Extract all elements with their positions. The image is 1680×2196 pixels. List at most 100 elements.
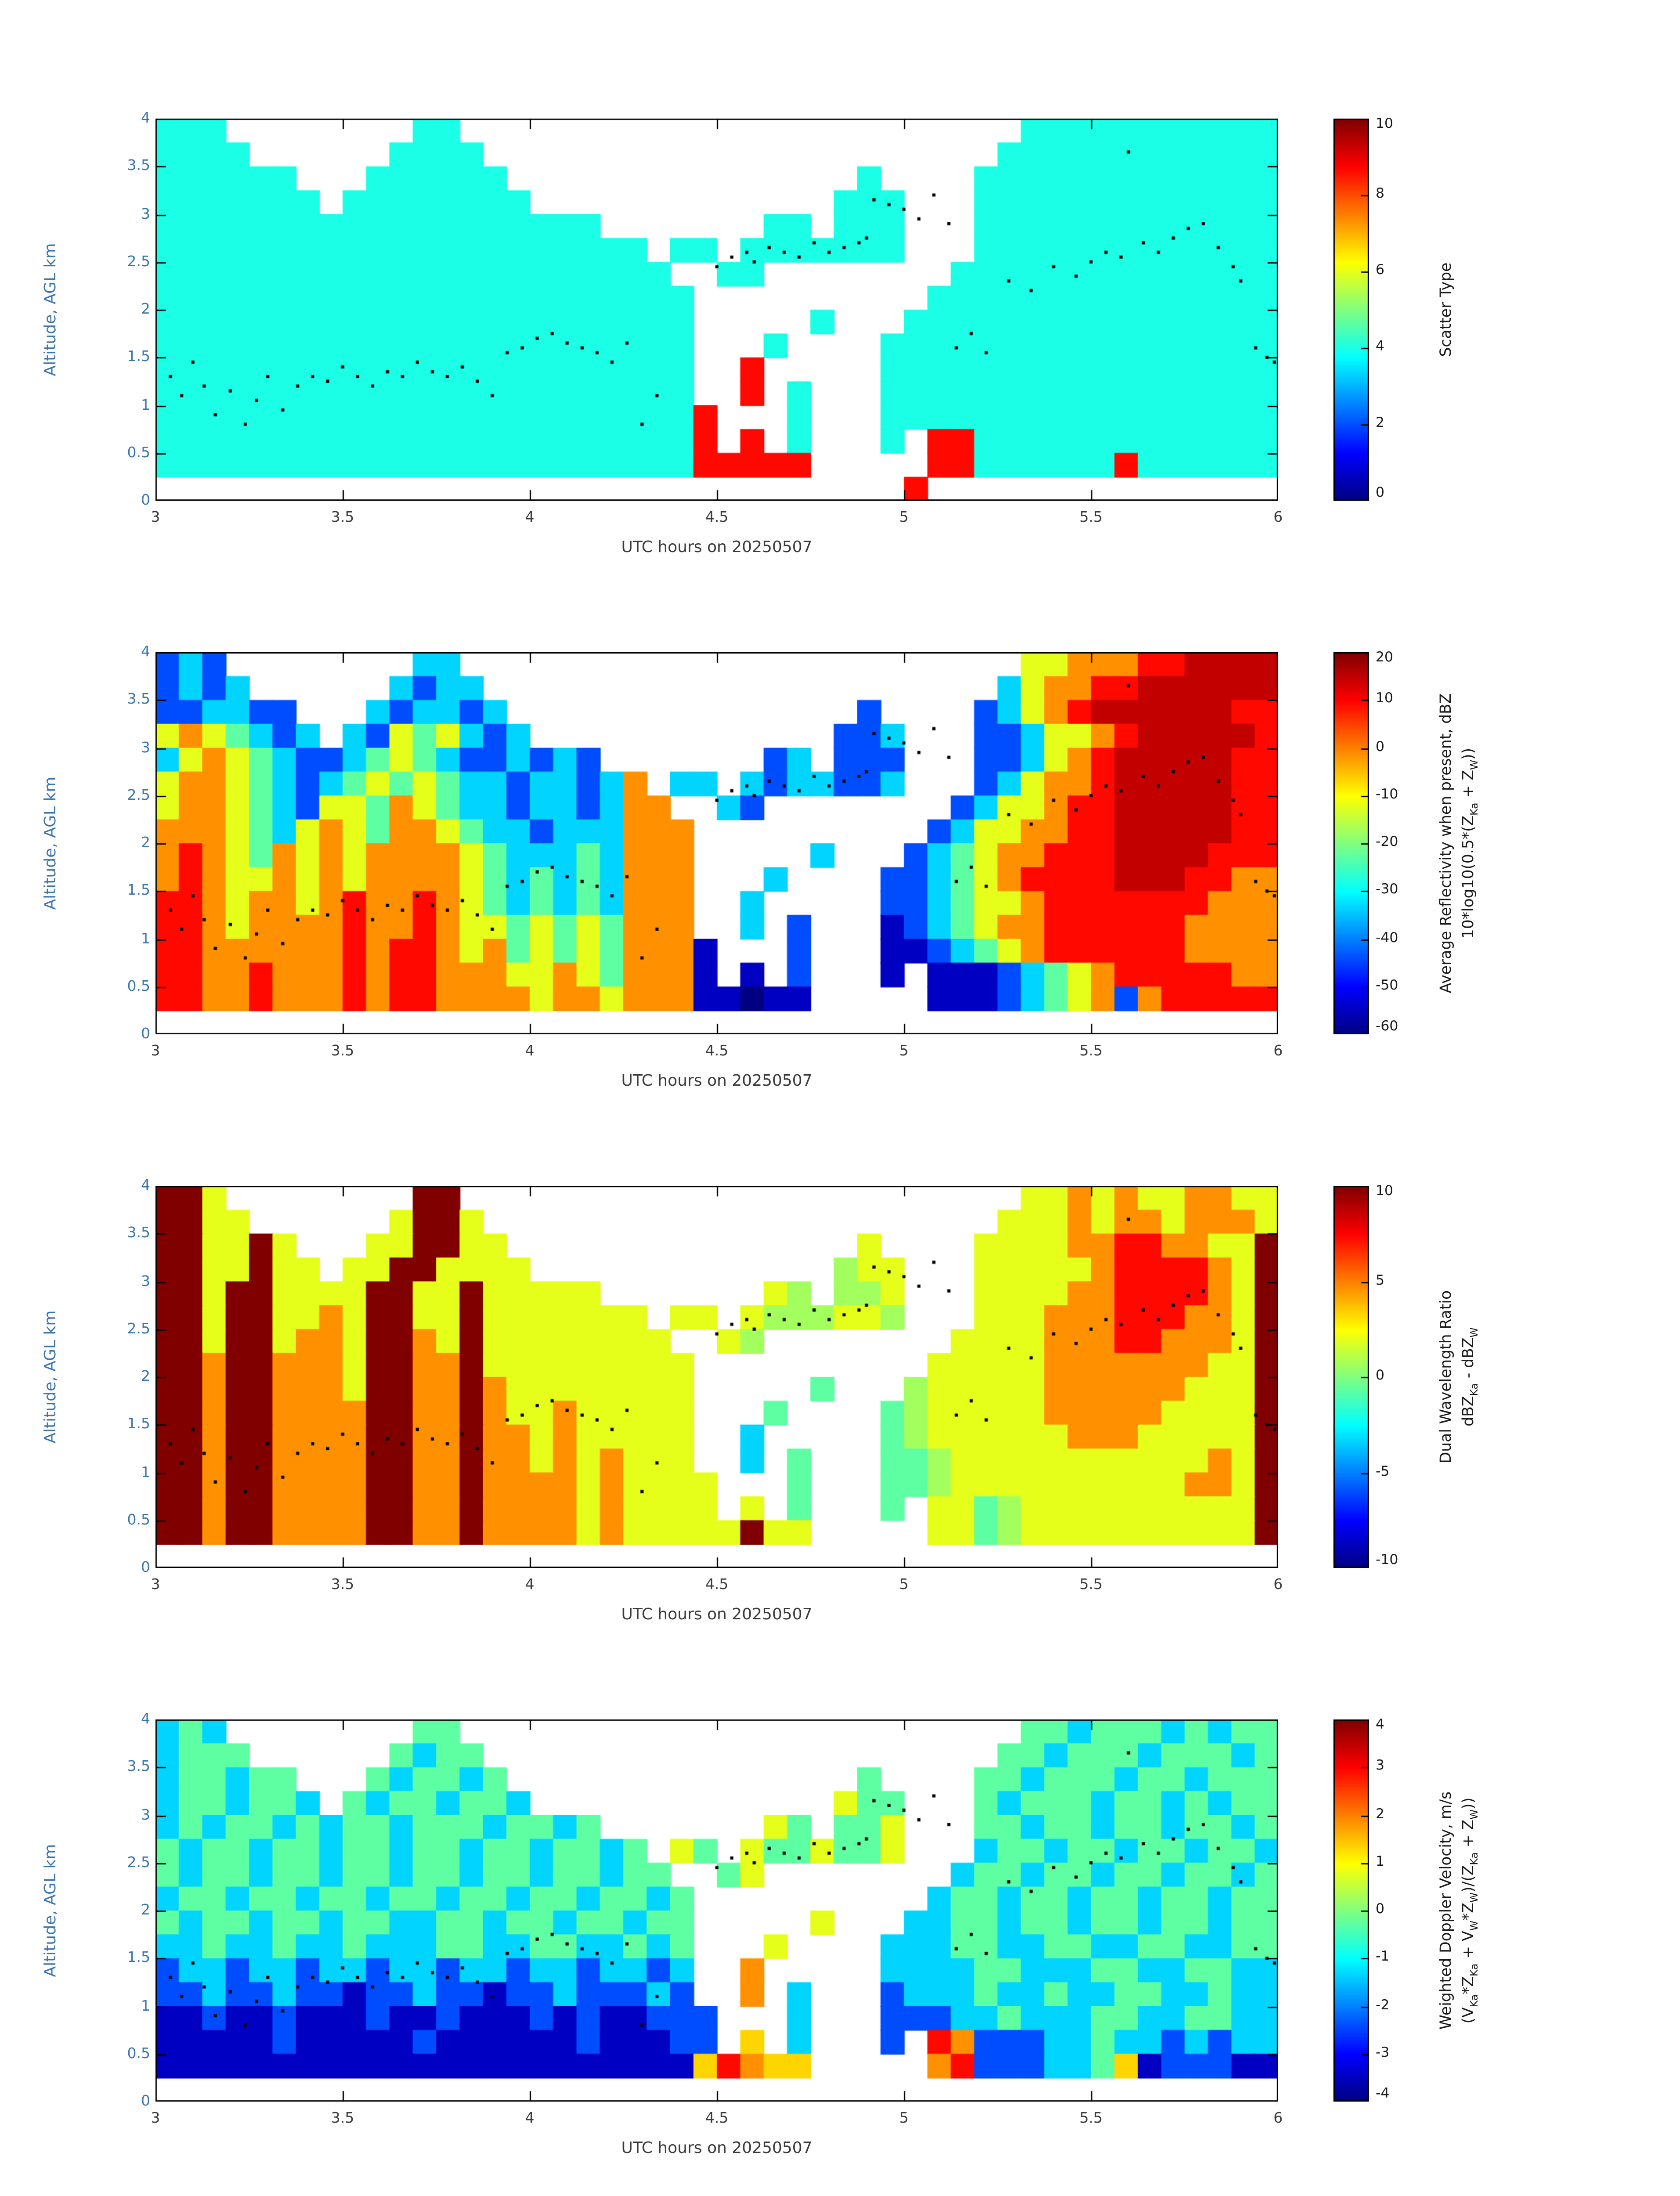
colorbar-tick-label: -30 xyxy=(1376,881,1398,898)
figure: Altitude, AGL km UTC hours on 20250507 3… xyxy=(0,109,1680,2157)
plot-area xyxy=(155,119,1278,501)
colorbar-tick-label: 0 xyxy=(1376,485,1385,501)
y-tick-label: 3.5 xyxy=(127,1224,151,1242)
colorbar-tick-label: 4 xyxy=(1376,339,1385,354)
x-tick-label: 4 xyxy=(525,509,535,526)
colorbar-canvas xyxy=(1333,119,1369,501)
x-tick-label: 4 xyxy=(525,1042,535,1059)
y-tick-label: 3.5 xyxy=(127,690,151,708)
colorbar-tick-label: -5 xyxy=(1376,1463,1390,1479)
x-tick-label: 4 xyxy=(525,2109,535,2127)
y-tick-label: 1 xyxy=(141,396,150,413)
y-tick-label: 3 xyxy=(141,1272,150,1289)
x-tick-label: 4.5 xyxy=(705,1042,729,1059)
x-tick-label: 4.5 xyxy=(705,2109,729,2127)
colorbar-tick-label: 20 xyxy=(1376,650,1394,665)
x-tick-label: 3.5 xyxy=(331,509,354,526)
colorbar-label-line: Scatter Type xyxy=(1436,262,1455,357)
x-tick-label: 6 xyxy=(1273,1042,1283,1059)
y-axis-label: Altitude, AGL km xyxy=(41,243,59,376)
y-tick-label: 3 xyxy=(141,738,150,756)
colorbar-tick-label: 10 xyxy=(1376,116,1394,132)
x-tick-label: 5.5 xyxy=(1079,1042,1103,1059)
colorbar-tick-label: 8 xyxy=(1376,186,1385,202)
colorbar-tick-label: -10 xyxy=(1376,1552,1398,1568)
y-tick-label: 2 xyxy=(141,834,150,851)
x-tick-label: 4.5 xyxy=(705,1576,729,1593)
colorbar-tick-label: 10 xyxy=(1376,1183,1394,1199)
x-tick-label: 3 xyxy=(151,2109,160,2127)
x-tick-label: 5.5 xyxy=(1079,509,1103,526)
colorbar-tick-label: 2 xyxy=(1376,1806,1385,1822)
x-tick-label: 5.5 xyxy=(1079,1576,1103,1593)
colorbar-label-line: 10*log10(0.5*(ZKa + ZW)) xyxy=(1459,748,1480,939)
heatmap-canvas xyxy=(155,1719,1278,2102)
colorbar-canvas xyxy=(1333,1719,1369,2102)
colorbar-tick-label: -40 xyxy=(1376,929,1398,946)
y-tick-label: 0 xyxy=(141,491,150,509)
y-tick-label: 2 xyxy=(141,1368,150,1385)
colorbar xyxy=(1333,1719,1369,2102)
colorbar-tick-label: 10 xyxy=(1376,690,1394,707)
panel-scatter-type: Altitude, AGL km UTC hours on 20250507 3… xyxy=(0,109,1680,646)
y-tick-label: 0.5 xyxy=(127,1511,151,1528)
heatmap-canvas xyxy=(155,1186,1278,1568)
y-tick-label: 4 xyxy=(141,643,150,660)
colorbar-label-line: Average Reflectivity when present, dBZ xyxy=(1436,693,1455,993)
colorbar-tick-label: 5 xyxy=(1376,1272,1385,1288)
y-tick-label: 1.5 xyxy=(127,881,151,899)
colorbar-tick-label: -2 xyxy=(1376,1997,1390,2013)
y-tick-label: 2.5 xyxy=(127,1853,151,1871)
panel-dual-wavelength-ratio: Altitude, AGL km UTC hours on 20250507 3… xyxy=(0,1177,1680,1713)
y-tick-label: 4 xyxy=(141,109,150,126)
y-tick-label: 2.5 xyxy=(127,786,151,804)
colorbar-label-line: dBZKa - dBZW xyxy=(1459,1327,1480,1427)
x-axis-label: UTC hours on 20250507 xyxy=(621,2138,813,2157)
x-tick-label: 3 xyxy=(151,1576,160,1593)
y-tick-label: 1 xyxy=(141,929,150,947)
colorbar xyxy=(1333,1186,1369,1568)
colorbar-tick-label: 2 xyxy=(1376,415,1385,431)
heatmap-canvas xyxy=(155,652,1278,1034)
x-axis-label: UTC hours on 20250507 xyxy=(621,1605,813,1623)
y-tick-label: 0 xyxy=(141,2092,150,2109)
colorbar-tick-label: -10 xyxy=(1376,786,1398,802)
colorbar-tick-label: 6 xyxy=(1376,262,1385,278)
colorbar-tick-label: 0 xyxy=(1376,1368,1385,1383)
plot-area xyxy=(155,1186,1278,1568)
y-tick-label: 3 xyxy=(141,1806,150,1823)
y-tick-label: 2 xyxy=(141,1901,150,1918)
colorbar-canvas xyxy=(1333,652,1369,1034)
y-tick-label: 0 xyxy=(141,1559,150,1576)
y-tick-label: 1 xyxy=(141,1463,150,1481)
colorbar-tick-label: -20 xyxy=(1376,834,1398,850)
x-tick-label: 6 xyxy=(1273,1576,1283,1593)
colorbar-tick-label: -3 xyxy=(1376,2044,1390,2061)
colorbar-tick-label: 1 xyxy=(1376,1853,1385,1870)
y-tick-label: 1.5 xyxy=(127,1415,151,1433)
colorbar-canvas xyxy=(1333,1186,1369,1568)
colorbar xyxy=(1333,652,1369,1034)
heatmap-canvas xyxy=(155,119,1278,501)
colorbar-tick-label: 0 xyxy=(1376,1901,1385,1917)
x-tick-label: 4.5 xyxy=(705,509,729,526)
y-tick-label: 3 xyxy=(141,205,150,222)
colorbar-tick-label: -1 xyxy=(1376,1949,1390,1965)
y-tick-label: 0.5 xyxy=(127,2044,151,2062)
y-tick-label: 0.5 xyxy=(127,444,151,461)
y-tick-label: 2.5 xyxy=(127,1320,151,1337)
x-tick-label: 3.5 xyxy=(331,1042,354,1059)
x-tick-label: 5 xyxy=(899,2109,909,2127)
colorbar-label-line: Weighted Doppler Velocity, m/s xyxy=(1436,1791,1455,2030)
y-tick-label: 1 xyxy=(141,1997,150,2014)
y-tick-label: 0 xyxy=(141,1025,150,1042)
panel-weighted-doppler-velocity: Altitude, AGL km UTC hours on 20250507 3… xyxy=(0,1710,1680,2196)
y-axis-label: Altitude, AGL km xyxy=(41,777,59,910)
colorbar-label-line: Dual Wavelength Ratio xyxy=(1436,1290,1455,1464)
x-tick-label: 3.5 xyxy=(331,2109,354,2127)
colorbar-tick-label: -4 xyxy=(1376,2086,1390,2102)
plot-area xyxy=(155,652,1278,1034)
x-tick-label: 3 xyxy=(151,509,160,526)
y-tick-label: 2 xyxy=(141,300,150,318)
x-tick-label: 5 xyxy=(899,1576,909,1593)
